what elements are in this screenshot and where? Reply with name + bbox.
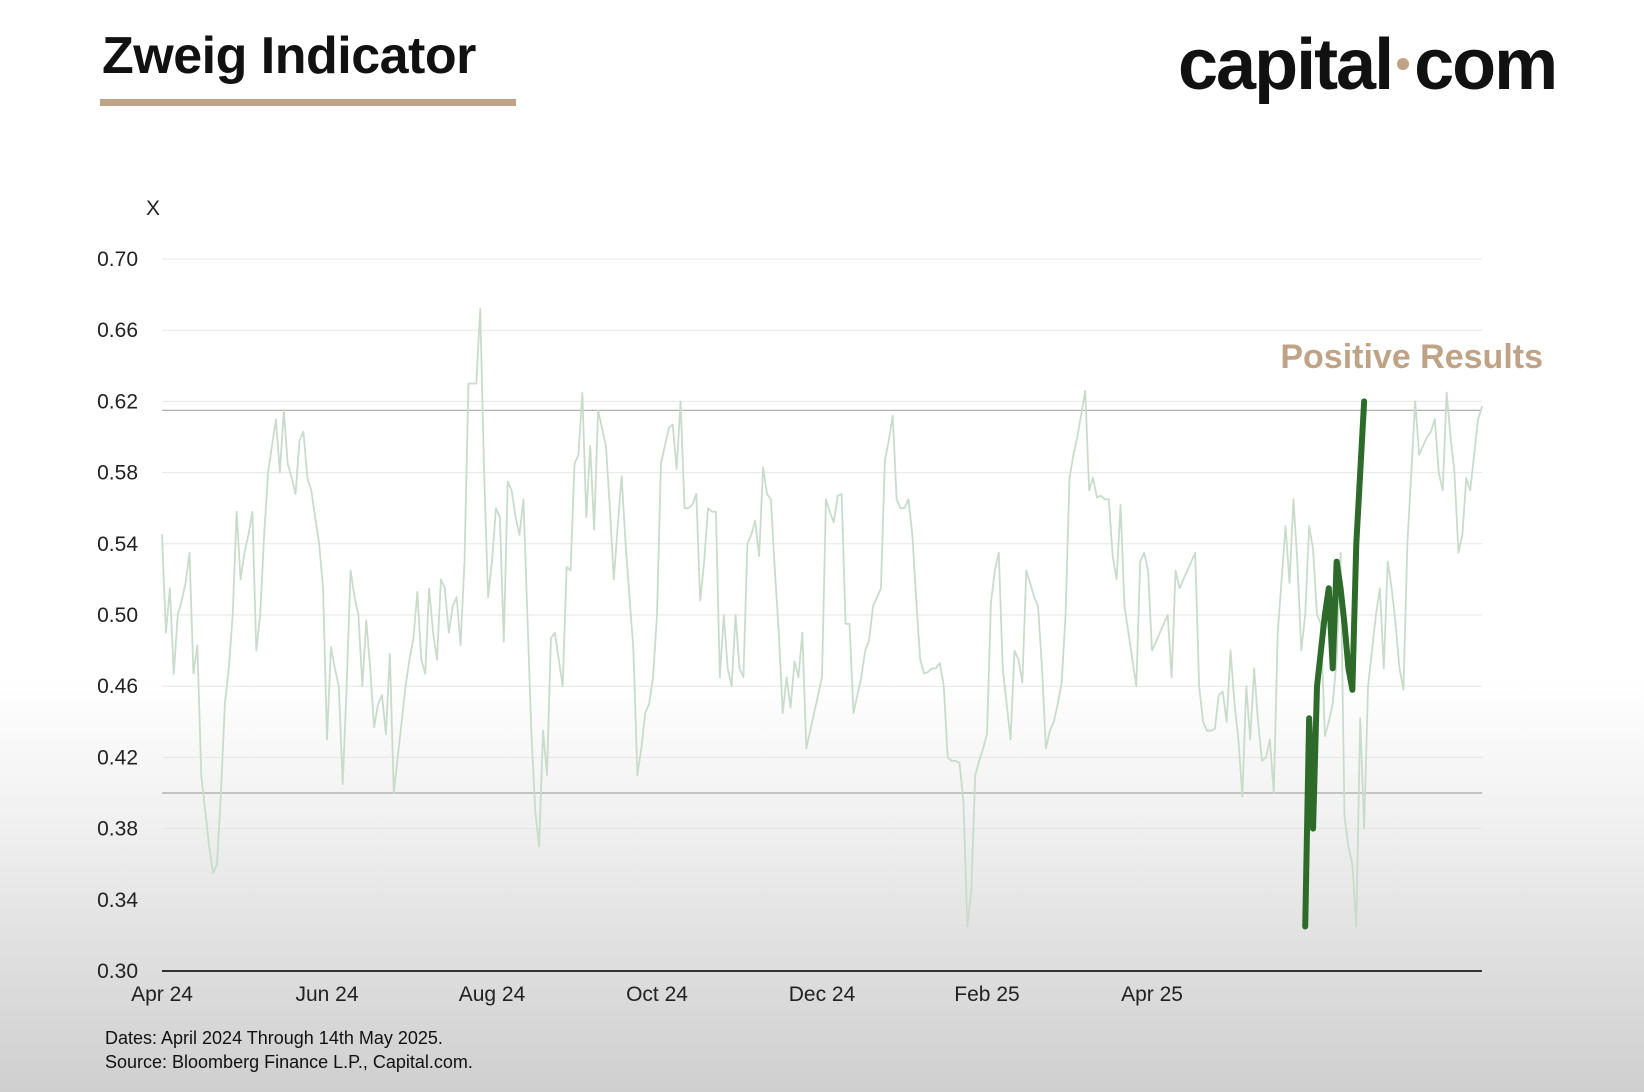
- y-tick-label: 0.50: [97, 604, 138, 627]
- brand-logo-right: com: [1414, 25, 1558, 105]
- reference-lines: [162, 409, 1482, 794]
- x-tick-label: Feb 25: [954, 983, 1019, 1006]
- brand-logo: capital com: [1178, 22, 1558, 108]
- brand-logo-left: capital: [1178, 25, 1394, 105]
- positive-results-annotation: Positive Results: [1280, 338, 1543, 376]
- grid-layer: [162, 258, 1482, 901]
- y-tick-label: 0.38: [97, 818, 138, 841]
- y-tick-label: 0.70: [97, 248, 138, 271]
- x-tick-label: Oct 24: [626, 983, 688, 1006]
- y-tick-label: 0.30: [97, 960, 138, 983]
- y-tick-label: 0.62: [97, 390, 138, 413]
- y-tick-label: 0.66: [97, 319, 138, 342]
- x-tick-label: Jun 24: [295, 983, 358, 1006]
- title-underline: [100, 99, 516, 106]
- page-title: Zweig Indicator: [102, 27, 476, 85]
- y-tick-label: 0.58: [97, 462, 138, 485]
- chart-footer: Dates: April 2024 Through 14th May 2025.…: [105, 1026, 473, 1074]
- y-axis-ticks: 0.70 0.66 0.62 0.58 0.54 0.50 0.46 0.42 0.38 0.34…: [97, 248, 138, 983]
- x-tick-label: Apr 25: [1121, 983, 1183, 1006]
- y-axis-label: X: [146, 197, 160, 220]
- y-tick-label: 0.46: [97, 675, 138, 698]
- y-tick-label: 0.42: [97, 746, 138, 769]
- x-tick-label: Apr 24: [131, 983, 193, 1006]
- series-layer: [161, 307, 1483, 930]
- zweig-series-line: [161, 307, 1483, 928]
- x-tick-label: Dec 24: [789, 983, 856, 1006]
- brand-logo-dot: [1397, 57, 1410, 70]
- footer-source: Source: Bloomberg Finance L.P., Capital.…: [105, 1052, 473, 1072]
- y-tick-label: 0.34: [97, 889, 138, 912]
- x-tick-label: Aug 24: [459, 983, 526, 1006]
- positive-results-series-line: [1302, 398, 1368, 930]
- footer-dates: Dates: April 2024 Through 14th May 2025.: [105, 1028, 443, 1048]
- x-axis-ticks: Apr 24 Jun 24 Aug 24 Oct 24 Dec 24 Feb 25 Apr …: [131, 983, 1183, 1006]
- y-tick-label: 0.54: [97, 533, 138, 556]
